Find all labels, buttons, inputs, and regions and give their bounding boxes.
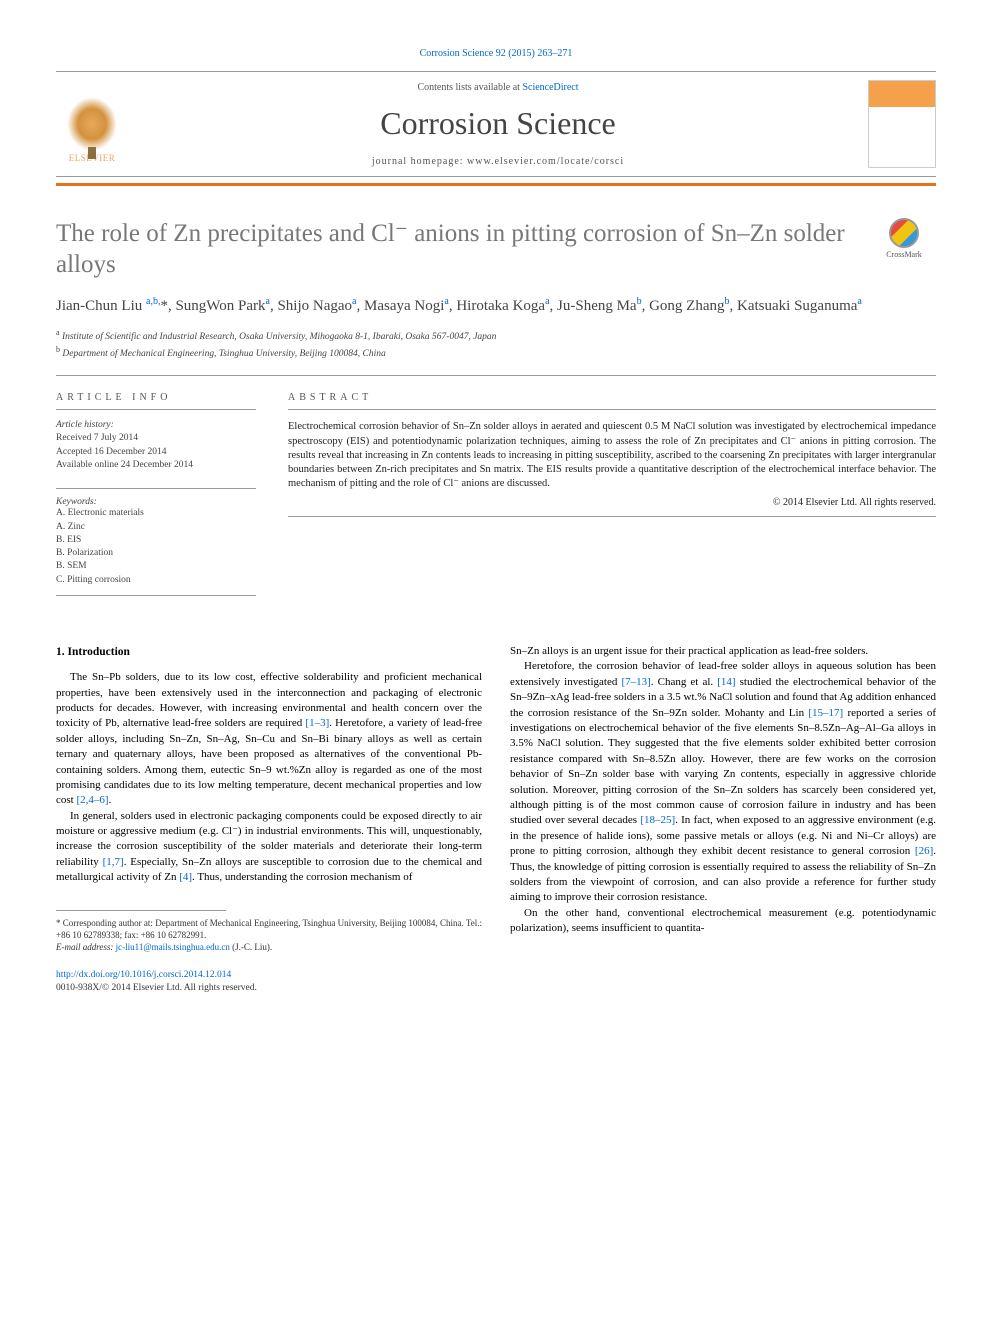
ref-link[interactable]: [1,7] xyxy=(103,856,124,868)
keyword-item: B. Polarization xyxy=(56,547,256,560)
article-title: The role of Zn precipitates and Cl⁻ anio… xyxy=(56,218,860,281)
history-received: Received 7 July 2014 xyxy=(56,432,256,445)
doi-link[interactable]: http://dx.doi.org/10.1016/j.corsci.2014.… xyxy=(56,970,231,980)
journal-name: Corrosion Science xyxy=(128,105,868,142)
intro-para-5: On the other hand, conventional electroc… xyxy=(510,906,936,937)
intro-para-3: Sn–Zn alloys is an urgent issue for thei… xyxy=(510,644,936,659)
abstract-header: ABSTRACT xyxy=(288,392,936,410)
footnote-divider xyxy=(56,910,226,911)
journal-cover-thumbnail[interactable] xyxy=(868,80,936,168)
keyword-item: A. Zinc xyxy=(56,521,256,534)
sciencedirect-link[interactable]: ScienceDirect xyxy=(522,82,578,93)
ref-link[interactable]: [15–17] xyxy=(808,707,843,719)
keywords-list: A. Electronic materials A. Zinc B. EIS B… xyxy=(56,507,256,587)
keyword-item: A. Electronic materials xyxy=(56,507,256,520)
abstract-text: Electrochemical corrosion behavior of Sn… xyxy=(288,420,936,491)
email-link[interactable]: jc-liu11@mails.tsinghua.edu.cn xyxy=(116,942,230,952)
citation-line[interactable]: Corrosion Science 92 (2015) 263–271 xyxy=(56,48,936,59)
history-label: Article history: xyxy=(56,420,256,430)
keywords-label: Keywords: xyxy=(56,488,256,507)
ref-link[interactable]: [2,4–6] xyxy=(76,794,108,806)
abstract-copyright: © 2014 Elsevier Ltd. All rights reserved… xyxy=(288,497,936,508)
article-info-block: ARTICLE INFO Article history: Received 7… xyxy=(56,392,256,596)
ref-link[interactable]: [26] xyxy=(915,845,933,857)
intro-para-4: Heretofore, the corrosion behavior of le… xyxy=(510,659,936,905)
corresponding-author-footnote: * Corresponding author at: Department of… xyxy=(56,917,482,953)
affiliation-a: Institute of Scientific and Industrial R… xyxy=(62,332,496,342)
issn-copyright: 0010-938X/© 2014 Elsevier Ltd. All right… xyxy=(56,982,482,995)
footer-block: http://dx.doi.org/10.1016/j.corsci.2014.… xyxy=(56,969,482,996)
article-info-header: ARTICLE INFO xyxy=(56,392,256,410)
keyword-item: B. SEM xyxy=(56,560,256,573)
intro-para-1: The Sn–Pb solders, due to its low cost, … xyxy=(56,670,482,809)
authors-list: Jian-Chun Liu a,b,*, SungWon Parka, Shij… xyxy=(56,295,936,317)
journal-homepage: journal homepage: www.elsevier.com/locat… xyxy=(128,156,868,167)
elsevier-tree-icon xyxy=(67,97,117,151)
affiliation-b: Department of Mechanical Engineering, Ts… xyxy=(62,349,385,359)
ref-link[interactable]: [14] xyxy=(717,676,735,688)
keyword-item: C. Pitting corrosion xyxy=(56,574,256,587)
intro-para-2: In general, solders used in electronic p… xyxy=(56,809,482,886)
orange-divider xyxy=(56,183,936,186)
body-column-right: Sn–Zn alloys is an urgent issue for thei… xyxy=(510,644,936,996)
ref-link[interactable]: [4] xyxy=(179,871,192,883)
section-heading-intro: 1. Introduction xyxy=(56,644,482,660)
crossmark-badge[interactable]: CrossMark xyxy=(872,218,936,259)
history-accepted: Accepted 16 December 2014 xyxy=(56,446,256,459)
history-online: Available online 24 December 2014 xyxy=(56,459,256,472)
ref-link[interactable]: [7–13] xyxy=(621,676,650,688)
elsevier-logo[interactable]: ELSEVIER xyxy=(56,85,128,163)
journal-header: ELSEVIER Contents lists available at Sci… xyxy=(56,71,936,177)
contents-available-line: Contents lists available at ScienceDirec… xyxy=(128,82,868,93)
ref-link[interactable]: [1–3] xyxy=(305,717,329,729)
keyword-item: B. EIS xyxy=(56,534,256,547)
abstract-block: ABSTRACT Electrochemical corrosion behav… xyxy=(288,392,936,596)
homepage-url[interactable]: www.elsevier.com/locate/corsci xyxy=(467,156,624,167)
affiliations: a Institute of Scientific and Industrial… xyxy=(56,327,936,362)
ref-link[interactable]: [18–25] xyxy=(640,814,675,826)
crossmark-label: CrossMark xyxy=(886,250,922,259)
body-column-left: 1. Introduction The Sn–Pb solders, due t… xyxy=(56,644,482,996)
crossmark-icon xyxy=(889,218,919,248)
